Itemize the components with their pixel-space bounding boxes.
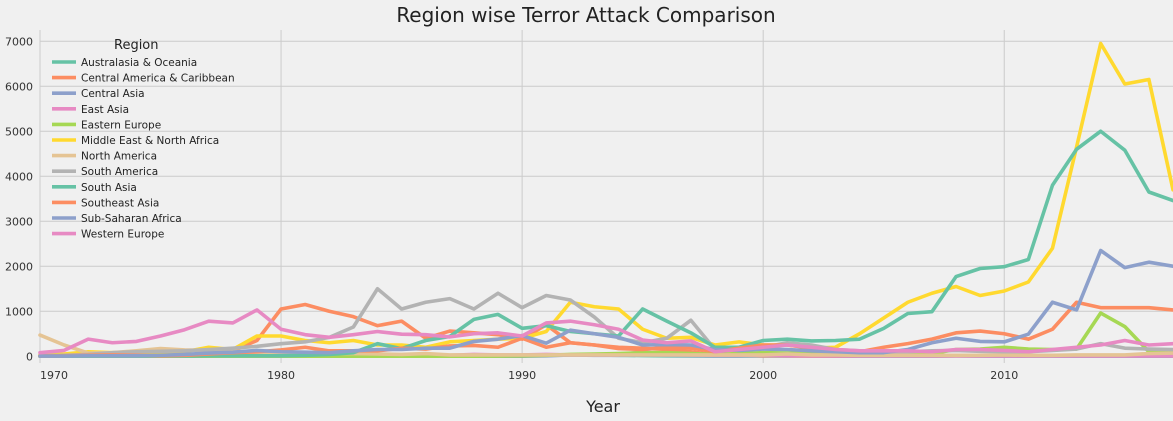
y-axis-ticks: 0 1000 2000 3000 4000 5000 6000 7000 xyxy=(5,35,33,363)
x-tick-label: 1990 xyxy=(508,369,536,382)
legend-entry: Southeast Asia xyxy=(81,197,159,209)
series-lines xyxy=(38,41,1173,359)
x-tick-label: 2010 xyxy=(990,369,1018,382)
legend-entry: Eastern Europe xyxy=(81,119,161,131)
legend-entry: Central Asia xyxy=(81,88,145,100)
y-tick-label: 6000 xyxy=(5,80,33,93)
series-line xyxy=(38,248,1173,358)
y-tick-label: 4000 xyxy=(5,170,33,183)
legend-entry: North America xyxy=(81,151,157,163)
y-tick-label: 0 xyxy=(26,350,33,363)
y-tick-label: 1000 xyxy=(5,305,33,318)
legend-entry: Sub-Saharan Africa xyxy=(81,213,182,225)
x-tick-label: 1970 xyxy=(40,369,68,382)
legend-entry: South Asia xyxy=(81,182,137,194)
legend-entry: South America xyxy=(81,166,158,178)
y-tick-label: 5000 xyxy=(5,125,33,138)
x-axis-label: Year xyxy=(585,397,620,416)
legend-items: Australasia & Oceania Central America & C… xyxy=(52,57,235,241)
legend-entry: Western Europe xyxy=(81,229,164,241)
x-tick-label: 1980 xyxy=(267,369,295,382)
legend-title: Region xyxy=(114,38,159,53)
y-tick-label: 2000 xyxy=(5,260,33,273)
legend-entry: East Asia xyxy=(81,104,129,116)
x-tick-label: 2000 xyxy=(749,369,777,382)
y-tick-label: 3000 xyxy=(5,215,33,228)
x-axis-ticks: 1970 1980 1990 2000 2010 xyxy=(40,369,1018,382)
series-line xyxy=(38,308,1173,355)
legend-entry: Middle East & North Africa xyxy=(81,135,219,147)
legend: Region Australasia & Oceania Central Amer… xyxy=(52,38,235,241)
legend-entry: Australasia & Oceania xyxy=(81,57,197,69)
chart-title: Region wise Terror Attack Comparison xyxy=(396,3,775,27)
legend-entry: Central America & Caribbean xyxy=(81,73,235,85)
y-tick-label: 7000 xyxy=(5,35,33,48)
